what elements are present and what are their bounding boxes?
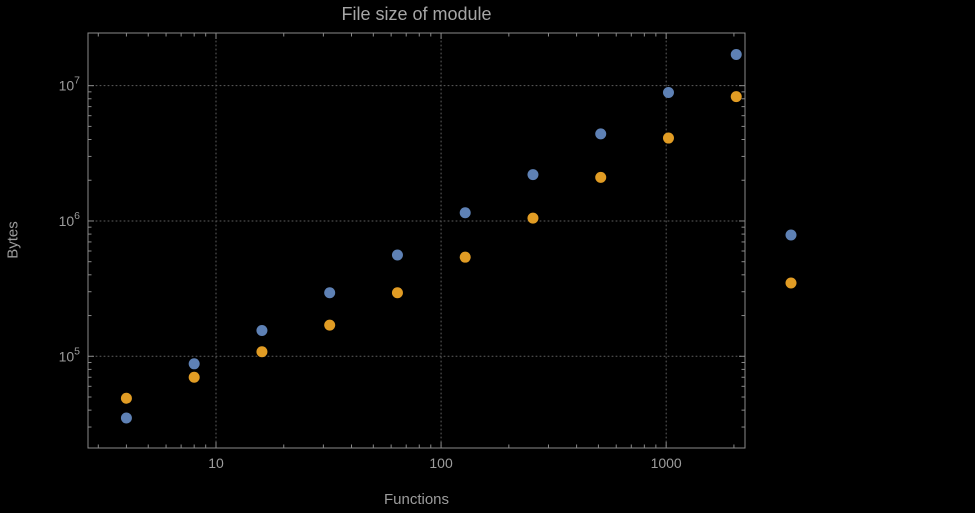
data-point — [120, 392, 132, 404]
legend-marker-orange-series — [785, 277, 797, 289]
legend — [785, 229, 797, 289]
data-point — [595, 128, 607, 140]
data-point — [662, 132, 674, 144]
data-point — [188, 371, 200, 383]
data-point — [120, 412, 132, 424]
data-point — [256, 346, 268, 358]
data-point — [730, 91, 742, 103]
data-point — [188, 358, 200, 370]
orange-series-points — [120, 91, 742, 404]
data-point — [595, 171, 607, 183]
blue-series-points — [120, 48, 742, 424]
x-axis-label: Functions — [383, 491, 450, 508]
legend-marker-blue-series — [785, 229, 797, 241]
data-point — [391, 249, 403, 261]
tick-labels: 10 100 1000 105 106 107 — [59, 75, 682, 471]
x-tick-label: 1000 — [651, 455, 682, 471]
data-point — [527, 212, 539, 224]
y-axis-label: Bytes — [4, 221, 22, 259]
y-tick-label: 107 — [59, 75, 81, 94]
grid-lines — [87, 32, 746, 449]
data-point — [527, 169, 539, 181]
data-point — [459, 207, 471, 219]
data-point — [730, 48, 742, 60]
data-point — [662, 87, 674, 99]
y-tick-label: 106 — [59, 210, 81, 229]
x-tick-label: 100 — [429, 455, 453, 471]
data-point — [391, 287, 403, 299]
chart-title: File size of module — [341, 4, 492, 24]
y-tick-label: 105 — [59, 345, 81, 364]
data-point — [324, 319, 336, 331]
x-tick-label: 10 — [208, 455, 224, 471]
axis-ticks — [88, 33, 745, 448]
data-point — [324, 287, 336, 299]
plot-frame — [87, 32, 746, 449]
data-point — [459, 251, 471, 263]
data-point — [256, 325, 268, 337]
